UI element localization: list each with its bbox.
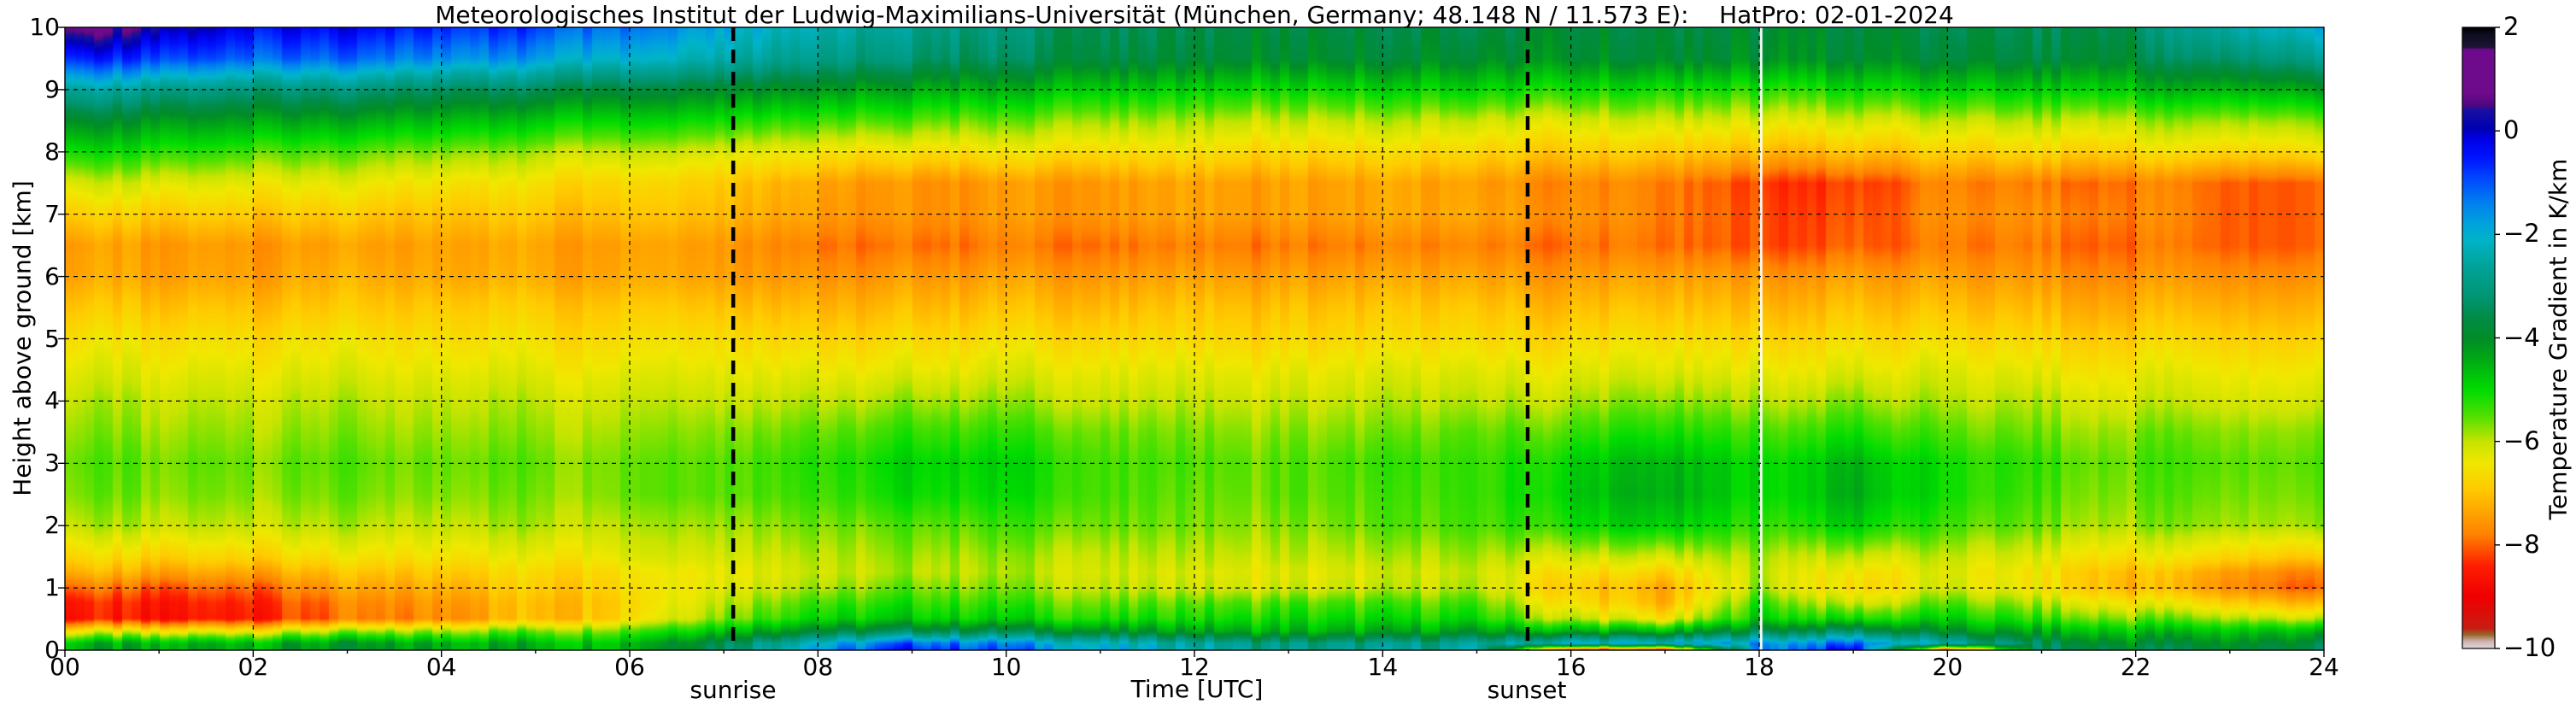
colorbar-tick-label: 0 — [2503, 115, 2520, 145]
y-tick-label: 0 — [44, 636, 60, 664]
y-tick-label: 4 — [44, 386, 60, 415]
x-tick-label: 00 — [50, 653, 80, 681]
x-tick-label: 04 — [425, 653, 457, 681]
sunrise-annotation: sunrise — [689, 676, 777, 704]
x-tick-label: 02 — [238, 653, 269, 681]
y-tick-label: 9 — [44, 74, 60, 103]
x-tick-label: 08 — [802, 653, 834, 681]
x-tick-label: 10 — [990, 653, 1022, 681]
x-tick-label: 18 — [1744, 653, 1775, 681]
x-axis-label: Time [UTC] — [1130, 675, 1264, 703]
colorbar-tick-label: 2 — [2503, 12, 2520, 41]
y-tick-label: 1 — [44, 573, 60, 602]
x-tick-label: 24 — [2309, 653, 2339, 681]
y-tick-label: 5 — [44, 324, 60, 353]
colorbar-tick-label: −8 — [2503, 529, 2540, 559]
colorbar-tick-label: −2 — [2503, 219, 2540, 249]
x-tick-label: 06 — [614, 653, 645, 681]
x-tick-label: 22 — [2120, 653, 2151, 681]
y-tick-label: 7 — [44, 199, 60, 228]
x-tick-label: 16 — [1555, 653, 1587, 681]
colorbar-tick-label: −4 — [2503, 322, 2540, 352]
y-tick-label: 2 — [44, 511, 60, 540]
colorbar-tick-label: −6 — [2503, 425, 2540, 455]
x-tick-label: 20 — [1932, 653, 1963, 681]
y-tick-label: 10 — [29, 13, 60, 41]
x-tick-label: 14 — [1367, 653, 1399, 681]
y-axis-label: Height above ground [km] — [8, 180, 37, 496]
y-tick-label: 8 — [44, 137, 60, 166]
y-tick-label: 6 — [44, 261, 60, 290]
colorbar — [2462, 27, 2495, 648]
figure-title: Meteorologisches Institut der Ludwig-Max… — [435, 1, 1954, 29]
colorbar-tick-label: −10 — [2503, 633, 2556, 662]
colorbar-label: Temperature Gradient in K/km — [2544, 158, 2573, 520]
temperature-gradient-heatmap — [65, 27, 2324, 650]
x-tick-label: 12 — [1179, 653, 1210, 681]
y-tick-label: 3 — [44, 449, 60, 478]
sunset-annotation: sunset — [1487, 676, 1567, 704]
